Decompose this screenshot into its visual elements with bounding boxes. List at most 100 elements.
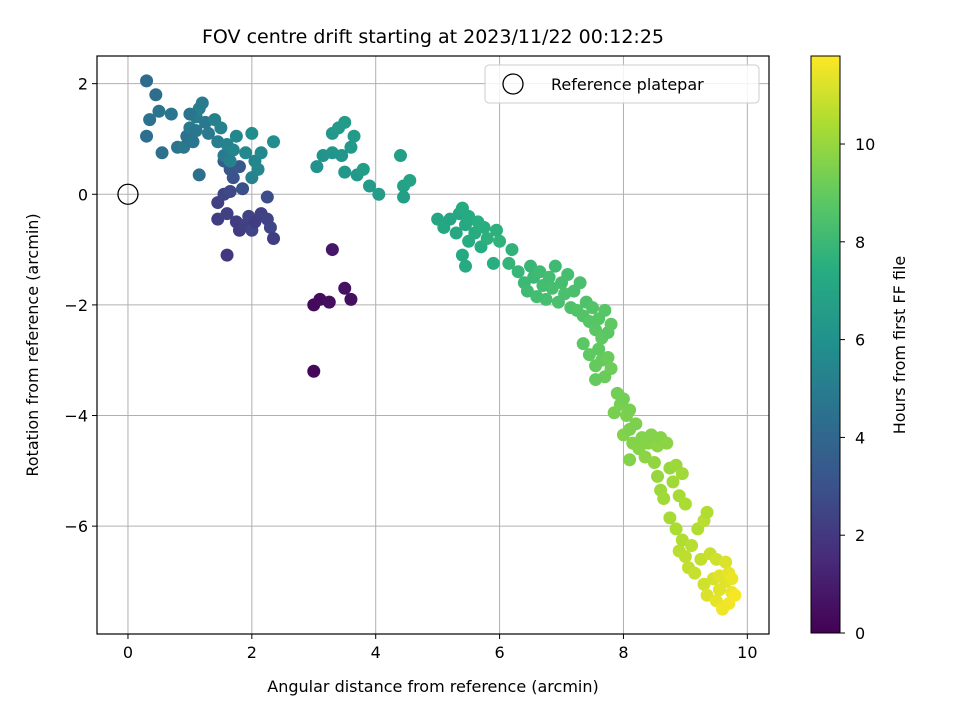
x-tick-label: 10: [737, 643, 757, 662]
chart-title: FOV centre drift starting at 2023/11/22 …: [202, 26, 664, 48]
colorbar-label: Hours from first FF file: [890, 256, 909, 435]
data-point: [155, 146, 169, 160]
data-point: [598, 303, 612, 317]
data-point: [700, 505, 714, 519]
data-point: [267, 232, 281, 246]
data-point: [183, 107, 197, 121]
data-point: [725, 572, 739, 586]
data-point: [675, 467, 689, 481]
data-point: [344, 292, 358, 306]
data-point: [239, 146, 253, 160]
data-point: [189, 124, 203, 138]
colorbar-tick-label: 4: [855, 428, 865, 447]
data-point: [542, 270, 556, 284]
data-point: [592, 342, 606, 356]
data-point: [307, 364, 321, 378]
data-point: [493, 234, 507, 248]
data-point: [267, 135, 281, 149]
data-point: [338, 165, 352, 179]
x-tick-label: 4: [371, 643, 381, 662]
data-point: [140, 129, 154, 143]
data-point: [363, 179, 377, 193]
data-point: [604, 362, 618, 376]
data-point: [685, 539, 699, 553]
data-point: [623, 403, 637, 417]
x-axis-label: Angular distance from reference (arcmin): [267, 677, 598, 696]
data-point: [585, 301, 599, 315]
data-point: [214, 121, 228, 135]
data-point: [260, 190, 274, 204]
data-point: [192, 168, 206, 182]
data-point: [601, 350, 615, 364]
data-point: [223, 154, 237, 168]
data-point: [344, 140, 358, 154]
data-point: [561, 267, 575, 281]
data-point: [666, 475, 680, 489]
data-point: [480, 232, 494, 246]
data-point: [356, 162, 370, 176]
reference-platepar-marker: [117, 183, 139, 205]
data-point: [220, 207, 234, 221]
x-axis-ticks: 0 2 4 6 8 10: [123, 634, 758, 662]
data-point: [152, 104, 166, 118]
data-point: [623, 453, 637, 467]
data-point: [573, 276, 587, 290]
data-point: [589, 373, 603, 387]
data-points: [140, 74, 742, 616]
data-point: [223, 185, 237, 199]
y-tick-label: −2: [64, 296, 88, 315]
colorbar-tick-label: 10: [855, 135, 875, 154]
data-point: [511, 265, 525, 279]
colorbar-tick-label: 6: [855, 331, 865, 350]
data-point: [236, 182, 250, 196]
data-point: [539, 292, 553, 306]
data-point: [220, 248, 234, 262]
data-point: [486, 256, 500, 270]
x-tick-label: 6: [494, 643, 504, 662]
data-point: [502, 256, 516, 270]
data-point: [372, 187, 386, 201]
data-point: [164, 107, 178, 121]
y-tick-label: −6: [64, 517, 88, 536]
data-point: [629, 417, 643, 431]
data-point: [719, 555, 733, 569]
data-point: [310, 160, 324, 174]
colorbar-ticks: 0 2 4 6 8 10: [840, 135, 875, 643]
data-point: [347, 129, 361, 143]
data-point: [678, 497, 692, 511]
colorbar: [810, 55, 841, 634]
y-tick-label: −4: [64, 407, 88, 426]
data-point: [678, 550, 692, 564]
data-point: [149, 88, 163, 102]
data-point: [143, 113, 157, 127]
data-point: [455, 248, 469, 262]
data-point: [548, 259, 562, 273]
colorbar-tick-label: 8: [855, 233, 865, 252]
data-point: [459, 259, 473, 273]
grid-lines: [97, 56, 769, 634]
legend-reference-marker: [502, 73, 524, 95]
data-point: [489, 223, 503, 237]
y-tick-label: 0: [78, 185, 88, 204]
y-axis-label: Rotation from reference (arcmin): [23, 213, 42, 476]
data-point: [229, 129, 243, 143]
data-point: [647, 456, 661, 470]
data-point: [607, 406, 621, 420]
data-point: [657, 491, 671, 505]
legend-entry-reference: Reference platepar: [551, 75, 704, 94]
data-point: [322, 295, 336, 309]
y-axis-ticks: 2 0 −2 −4 −6: [64, 75, 97, 536]
colorbar-tick-label: 0: [855, 624, 865, 643]
data-point: [338, 281, 352, 295]
data-point: [505, 243, 519, 257]
data-point: [140, 74, 154, 88]
data-point: [669, 522, 683, 536]
data-point: [660, 436, 674, 450]
data-point: [254, 146, 268, 160]
legend-box: [484, 64, 760, 104]
data-point: [201, 126, 215, 140]
data-point: [728, 588, 742, 602]
data-point: [604, 317, 618, 331]
